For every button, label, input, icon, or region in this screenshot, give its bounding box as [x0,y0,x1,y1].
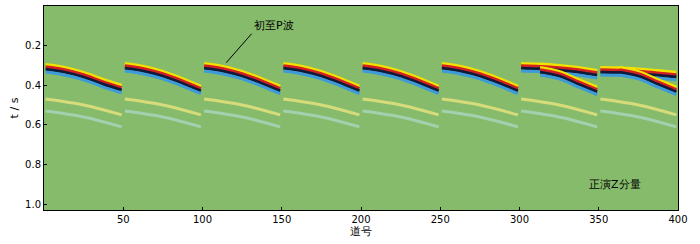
svg-text:150: 150 [272,214,291,225]
svg-text:0.4: 0.4 [25,80,41,91]
svg-text:200: 200 [351,214,370,225]
svg-text:0.8: 0.8 [25,159,41,170]
svg-text:道号: 道号 [350,225,372,238]
svg-text:正演Z分量: 正演Z分量 [589,178,641,191]
svg-text:0.6: 0.6 [25,119,41,130]
svg-text:250: 250 [431,214,450,225]
svg-text:300: 300 [510,214,529,225]
svg-text:1.0: 1.0 [25,199,41,210]
svg-text:0.2: 0.2 [25,40,41,51]
svg-text:100: 100 [193,214,212,225]
svg-text:初至P波: 初至P波 [254,19,294,32]
svg-text:350: 350 [589,214,608,225]
svg-text:t / s: t / s [8,97,21,118]
svg-text:50: 50 [117,214,130,225]
svg-text:400: 400 [668,214,687,225]
